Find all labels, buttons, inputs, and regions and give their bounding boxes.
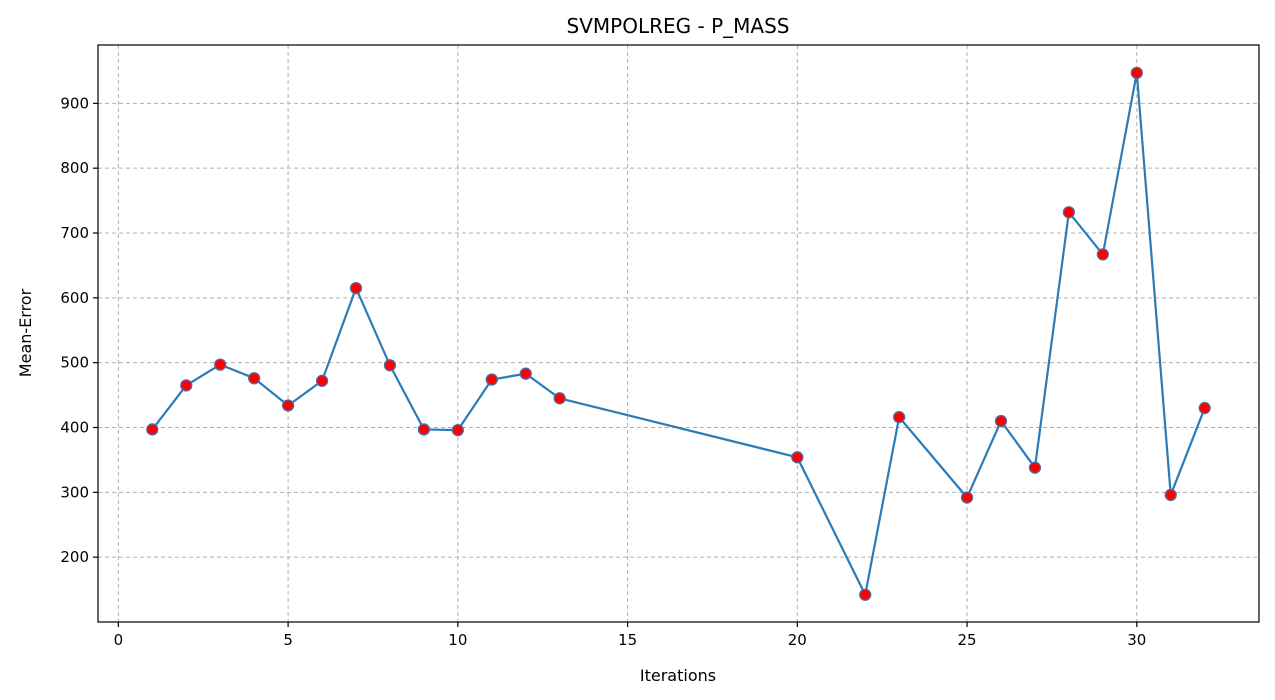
data-point <box>1198 401 1211 415</box>
y-tick-label: 400 <box>60 419 89 437</box>
data-point <box>791 451 804 464</box>
y-tick-label: 300 <box>60 483 89 501</box>
series-line <box>151 72 1206 599</box>
y-tick-label: 600 <box>60 289 89 307</box>
data-point <box>1028 461 1042 474</box>
plot-frame <box>97 44 1260 623</box>
data-point <box>1130 66 1143 80</box>
data-point <box>248 372 261 385</box>
data-point <box>214 358 227 371</box>
y-tick-label: 700 <box>60 224 89 242</box>
data-point <box>485 373 498 386</box>
y-tick-label: 500 <box>60 354 89 372</box>
y-axis-label: Mean-Error <box>16 288 35 377</box>
chart-title: SVMPOLREG - P_MASS <box>567 14 790 38</box>
x-axis: 0 5 10 15 20 25 30 <box>114 622 1146 649</box>
data-point <box>1096 248 1109 261</box>
y-tick-label: 800 <box>60 159 89 177</box>
y-axis: 200 300 400 500 600 700 800 900 <box>60 94 98 566</box>
grid-lines <box>98 45 1259 622</box>
data-point <box>383 359 397 372</box>
x-tick-label: 25 <box>958 631 977 649</box>
y-tick-label: 900 <box>60 94 89 112</box>
data-point <box>1164 488 1177 502</box>
data-point <box>960 491 974 504</box>
data-point <box>180 379 193 392</box>
x-tick-label: 15 <box>618 631 637 649</box>
x-axis-label: Iterations <box>640 666 716 685</box>
data-point <box>859 588 872 601</box>
data-point <box>451 423 464 437</box>
data-point <box>315 374 329 387</box>
data-point <box>281 399 295 412</box>
data-point <box>519 367 532 380</box>
data-point <box>1062 206 1076 219</box>
series-layer <box>146 66 1211 601</box>
x-tick-label: 0 <box>114 631 124 649</box>
data-point <box>553 392 566 405</box>
data-point <box>994 414 1008 428</box>
data-point <box>417 423 431 436</box>
x-tick-label: 5 <box>283 631 293 649</box>
data-point <box>893 410 906 424</box>
y-tick-label: 200 <box>60 548 89 566</box>
x-tick-label: 10 <box>448 631 467 649</box>
data-point <box>146 423 159 436</box>
x-tick-label: 20 <box>788 631 807 649</box>
data-point <box>349 281 363 295</box>
x-tick-label: 30 <box>1127 631 1146 649</box>
